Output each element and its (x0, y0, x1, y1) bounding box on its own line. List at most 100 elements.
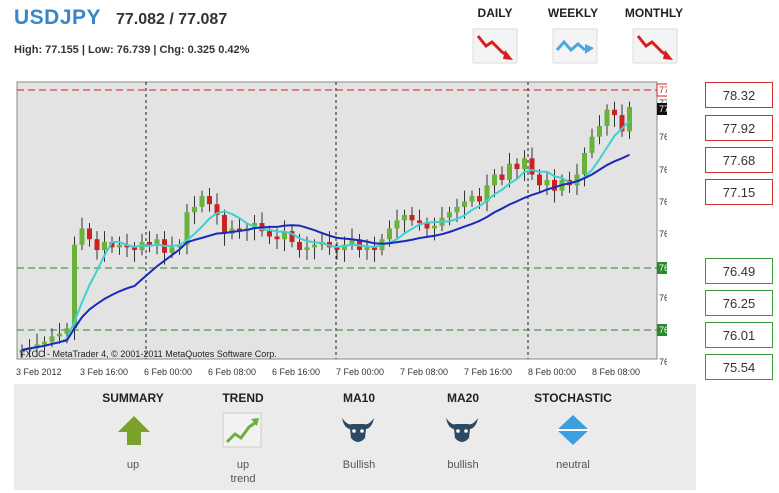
candle-body (552, 179, 557, 191)
x-label: 8 Feb 00:00 (528, 367, 576, 377)
candle-body (364, 247, 370, 251)
price-chart[interactable]: 77.157 77.105 77.086 76.985 76.865 76.74… (14, 79, 667, 378)
summary-value: up (126, 459, 140, 471)
candle-body (19, 349, 25, 353)
resistance-level-1: 78.32 (705, 82, 773, 108)
candle-body (604, 109, 610, 126)
ma20-value: bullish (447, 459, 479, 471)
ma10-value: Bullish (342, 459, 376, 471)
diamond-icon (557, 415, 589, 445)
x-label: 6 Feb 08:00 (208, 367, 256, 377)
stochastic-title: STOCHASTIC (534, 391, 612, 405)
candle-body (417, 220, 422, 224)
candle-body (169, 247, 175, 253)
ma20-title: MA20 (446, 391, 479, 405)
ma-slow-line (21, 153, 630, 351)
candle-body (57, 333, 62, 337)
candle-body (409, 214, 415, 221)
candle-body (312, 244, 317, 248)
x-label: 6 Feb 16:00 (272, 367, 320, 377)
monthly-down-trend-icon[interactable] (632, 28, 678, 64)
candle-body (199, 196, 205, 207)
candle-body (514, 163, 520, 170)
up-arrow-icon (118, 416, 150, 445)
candle-body (499, 174, 505, 180)
candle-body (612, 109, 617, 116)
candle-body (507, 163, 512, 180)
candle-body (589, 136, 595, 153)
candle-body (394, 220, 400, 229)
summary-title: SUMMARY (102, 391, 164, 405)
daily-down-trend-icon[interactable] (472, 28, 518, 64)
price-label: 76.145 (659, 357, 667, 367)
candle-body (432, 225, 437, 229)
candle-body (387, 228, 392, 240)
candle-body (222, 214, 227, 234)
price-label: 76.745 (659, 197, 667, 207)
symbol-title: USDJPY (14, 6, 102, 29)
candle-body (619, 115, 625, 132)
candle-body (274, 236, 280, 240)
candle-body (267, 231, 272, 237)
x-label: 7 Feb 00:00 (336, 367, 384, 377)
candle-body (237, 228, 242, 232)
bid-ask-price: 77.082 / 77.087 (116, 11, 228, 28)
candle-body (184, 212, 190, 245)
candle-body (132, 247, 137, 251)
support-level-2: 76.25 (705, 290, 773, 316)
candle-body (529, 158, 535, 175)
stochastic-value: neutral (556, 459, 590, 471)
price-label-support-2: 76.259 (659, 325, 667, 335)
candle-body (49, 336, 55, 342)
candle-body (537, 174, 542, 186)
candle-body (342, 244, 347, 251)
candle-body (94, 239, 100, 251)
x-label: 3 Feb 2012 (16, 367, 62, 377)
candle-body (79, 228, 85, 245)
resistance-level-3: 77.68 (705, 147, 773, 173)
support-level-4: 75.54 (705, 354, 773, 380)
candle-body (304, 247, 310, 251)
candle-body (424, 223, 430, 229)
candle-body (42, 341, 47, 345)
candle-body (627, 107, 632, 132)
bull-icon (446, 418, 478, 442)
candle-body (544, 179, 550, 186)
candle-body (282, 231, 287, 240)
candle-body (492, 174, 497, 186)
candle-body (402, 214, 407, 221)
tab-monthly[interactable]: MONTHLY (624, 6, 684, 20)
weekly-flat-trend-icon[interactable] (552, 28, 598, 64)
price-label: 76.625 (659, 229, 667, 239)
price-label-high: 77.157 (659, 85, 667, 95)
x-label: 7 Feb 08:00 (400, 367, 448, 377)
candle-body (214, 204, 220, 215)
tab-weekly[interactable]: WEEKLY (547, 6, 599, 20)
candle-body (462, 201, 467, 207)
price-label-support: 76.494 (659, 263, 667, 273)
price-label: 76.385 (659, 293, 667, 303)
candle-body (597, 125, 602, 137)
candle-body (349, 239, 355, 245)
candle-body (34, 344, 40, 348)
candle-body (87, 228, 92, 240)
resistance-level-2: 77.92 (705, 115, 773, 141)
candle-body (117, 244, 122, 248)
candle-body (454, 206, 460, 213)
candle-body (102, 241, 107, 251)
candle-body (207, 196, 212, 205)
candle-body (447, 212, 452, 218)
candle-body (147, 241, 152, 245)
candle-body (574, 174, 580, 186)
candle-body (109, 241, 115, 248)
support-level-3: 76.01 (705, 322, 773, 348)
candle-body (297, 241, 302, 251)
uptrend-chart-icon (222, 412, 262, 448)
tab-daily[interactable]: DAILY (477, 6, 513, 20)
candle-body (469, 196, 475, 202)
candle-body (192, 206, 197, 213)
x-label: 3 Feb 16:00 (80, 367, 128, 377)
support-level-1: 76.49 (705, 258, 773, 284)
candle-body (582, 152, 587, 175)
price-label: 76.865 (659, 165, 667, 175)
